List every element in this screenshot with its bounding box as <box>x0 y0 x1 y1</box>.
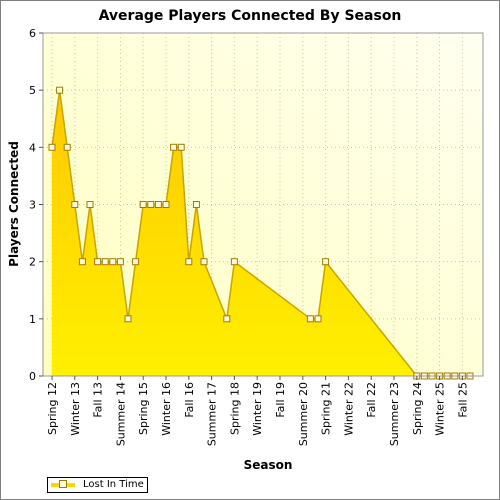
data-point <box>154 201 162 208</box>
x-tick-label: Spring 24 <box>411 382 424 435</box>
x-tick-label: Summer 17 <box>206 382 219 446</box>
x-tick-label: Winter 13 <box>69 382 82 436</box>
x-tick-label: Winter 25 <box>434 382 447 436</box>
data-point <box>170 143 178 151</box>
y-tick-label: 1 <box>29 313 36 326</box>
chart-title: Average Players Connected By Season <box>98 8 402 24</box>
data-point <box>147 201 155 208</box>
data-point <box>48 143 56 151</box>
y-tick-label: 4 <box>29 141 36 154</box>
x-tick-label: Spring 15 <box>137 382 150 435</box>
x-tick-label: Summer 23 <box>388 382 401 446</box>
data-point <box>322 258 330 266</box>
data-point <box>78 258 86 266</box>
x-tick-label: Fall 25 <box>456 382 469 418</box>
x-tick-label: Fall 13 <box>92 382 105 418</box>
series-area <box>52 90 470 376</box>
legend: Lost In Time <box>47 477 148 493</box>
x-tick-label: Winter 16 <box>160 382 173 436</box>
legend-label: Lost In Time <box>83 479 144 490</box>
x-tick-label: Fall 19 <box>274 382 287 418</box>
data-point <box>306 315 314 323</box>
data-point <box>192 201 200 208</box>
data-point <box>101 258 109 266</box>
data-point <box>109 258 117 266</box>
x-tick-label: Winter 22 <box>342 382 355 436</box>
data-point <box>177 143 185 151</box>
y-tick-label: 2 <box>29 256 36 269</box>
x-tick-label: Fall 22 <box>365 382 378 418</box>
data-point <box>139 201 147 208</box>
y-tick-label: 6 <box>29 27 36 40</box>
x-tick-label: Fall 16 <box>183 382 196 418</box>
data-point <box>116 258 124 266</box>
data-point <box>162 201 170 208</box>
y-tick-label: 0 <box>29 370 36 383</box>
data-point <box>124 315 132 323</box>
y-axis-label: Players Connected <box>7 141 21 267</box>
x-tick-label: Spring 12 <box>46 382 59 435</box>
x-tick-label: Summer 14 <box>114 382 127 446</box>
data-point <box>86 201 94 208</box>
data-point <box>132 258 140 266</box>
data-point <box>94 258 102 266</box>
x-axis-label: Season <box>244 458 293 472</box>
data-point <box>63 143 71 151</box>
legend-marker-icon <box>59 480 67 488</box>
data-point <box>223 315 231 323</box>
data-point <box>71 201 79 208</box>
data-point <box>314 315 322 323</box>
x-tick-label: Winter 19 <box>251 382 264 436</box>
data-point <box>185 258 193 266</box>
data-point <box>230 258 238 266</box>
x-tick-label: Summer 20 <box>297 382 310 446</box>
y-tick-label: 5 <box>29 84 36 97</box>
x-tick-label: Spring 21 <box>320 382 333 435</box>
data-point <box>56 86 64 94</box>
x-tick-label: Spring 18 <box>228 382 241 435</box>
data-point <box>200 258 208 266</box>
y-tick-label: 3 <box>29 199 36 212</box>
